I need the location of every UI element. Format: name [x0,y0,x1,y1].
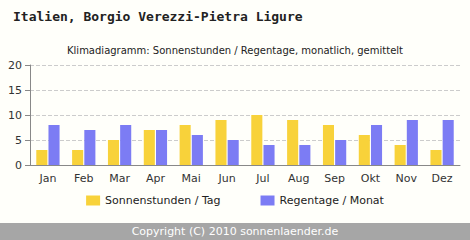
svg-text:10: 10 [8,109,22,122]
svg-text:Sep: Sep [324,172,345,185]
svg-text:0: 0 [15,159,22,172]
svg-text:Jun: Jun [217,172,235,185]
svg-text:Jul: Jul [255,172,269,185]
svg-text:Dez: Dez [432,172,453,185]
svg-text:Okt: Okt [361,172,381,185]
svg-text:Sonnenstunden / Tag: Sonnenstunden / Tag [105,194,220,207]
svg-text:15: 15 [8,84,22,97]
svg-text:Feb: Feb [74,172,93,185]
svg-text:Regentage / Monat: Regentage / Monat [280,194,385,207]
svg-text:Mar: Mar [109,172,130,185]
svg-text:Copyright (C) 2010 sonnenlaend: Copyright (C) 2010 sonnenlaender.de [132,225,339,238]
svg-text:5: 5 [15,134,22,147]
svg-text:Jan: Jan [38,172,56,185]
svg-text:Nov: Nov [396,172,418,185]
svg-text:Aug: Aug [288,172,309,185]
svg-text:Klimadiagramm: Sonnenstunden /: Klimadiagramm: Sonnenstunden / Regentage… [67,45,403,56]
svg-text:20: 20 [8,59,22,72]
svg-text:Apr: Apr [146,172,166,185]
svg-text:Italien, Borgio Verezzi-Pietra: Italien, Borgio Verezzi-Pietra Ligure [13,9,303,24]
svg-text:Mai: Mai [182,172,201,185]
